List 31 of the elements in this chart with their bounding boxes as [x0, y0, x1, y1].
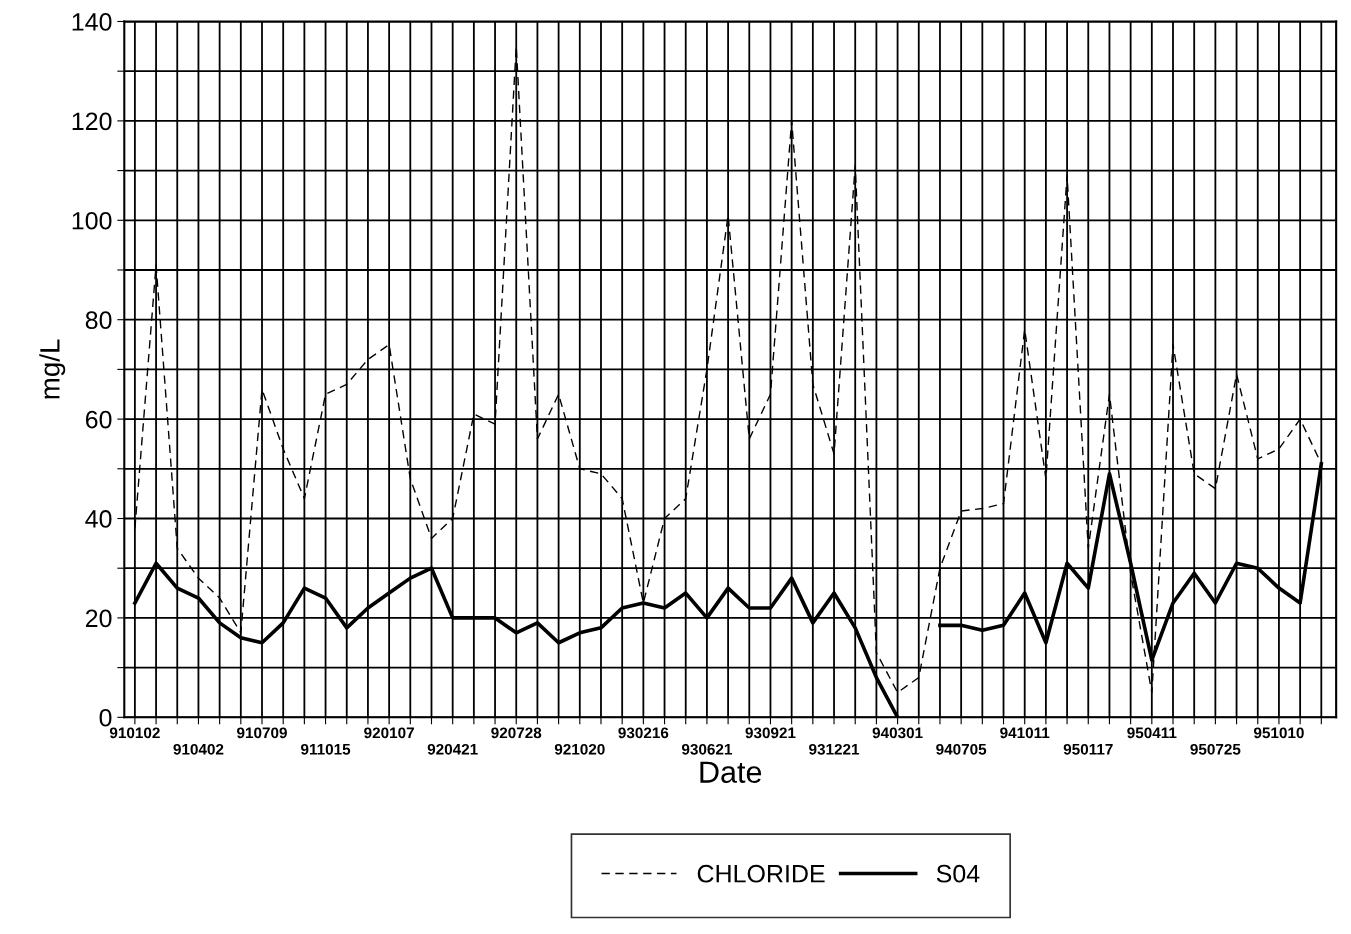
x-tick-label: 931221: [809, 743, 860, 755]
x-tick-label: 910102: [109, 727, 160, 739]
y-tick-label: 0: [99, 708, 112, 727]
x-tick-label: 911015: [301, 743, 351, 755]
y-tick-label: 60: [85, 410, 112, 429]
x-tick-label: 950411: [1127, 727, 1177, 739]
y-tick-label: 20: [85, 609, 112, 628]
x-tick-label: 930216: [618, 727, 669, 739]
x-tick-label: 910709: [237, 727, 287, 739]
x-tick-label: 920421: [427, 743, 478, 755]
x-tick-label: 950725: [1190, 743, 1241, 755]
y-axis-title: mg/L: [39, 339, 66, 399]
x-tick-label: 920107: [364, 727, 414, 739]
x-tick-label: 910402: [173, 743, 224, 755]
y-tick-label: 100: [72, 211, 112, 230]
x-tick-label: 921020: [554, 743, 605, 755]
x-tick-label: 940705: [936, 743, 987, 755]
x-tick-label: 920728: [491, 727, 542, 739]
y-tick-label: 120: [72, 112, 112, 131]
x-axis-title: Date: [700, 761, 762, 783]
legend-label: CHLORIDE: [697, 864, 825, 883]
x-tick-label: 941011: [1000, 727, 1050, 739]
x-tick-label: 930921: [745, 727, 796, 739]
y-tick-label: 140: [72, 13, 112, 31]
y-tick-label: 80: [85, 311, 112, 329]
x-tick-label: 930621: [681, 743, 732, 755]
x-tick-label: 940301: [872, 727, 923, 739]
x-tick-label: 951010: [1253, 727, 1304, 739]
y-tick-label: 40: [85, 510, 112, 528]
legend-label: S04: [936, 864, 980, 883]
x-tick-label: 950117: [1063, 743, 1113, 755]
